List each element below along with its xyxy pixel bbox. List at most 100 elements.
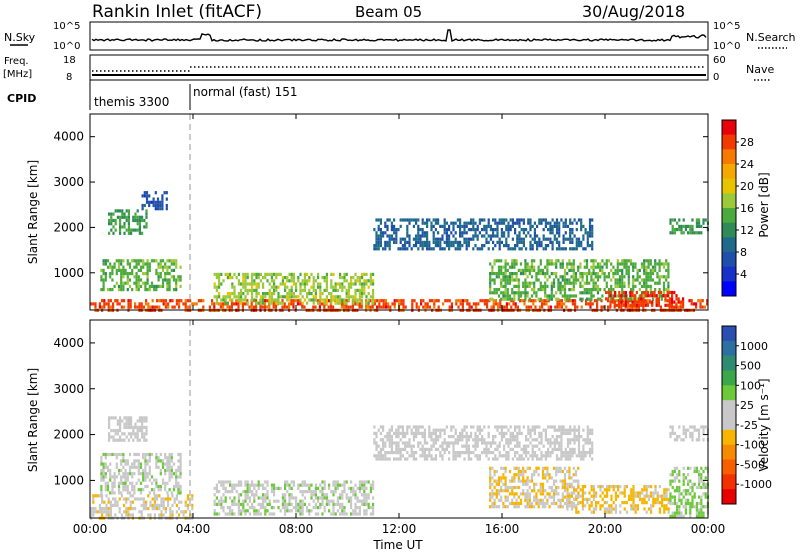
echo-cell — [535, 466, 538, 470]
echo-cell — [463, 237, 466, 241]
echo-cell — [286, 509, 289, 513]
echo-cell — [151, 299, 154, 303]
echo-cell — [237, 305, 240, 309]
echo-cell — [127, 497, 130, 501]
echo-cell — [481, 428, 484, 432]
echo-cell — [244, 480, 247, 484]
echo-cell — [588, 504, 591, 508]
echo-cell — [310, 483, 313, 487]
echo-cell — [566, 494, 569, 498]
echo-cell — [168, 281, 171, 285]
echo-cell — [655, 294, 658, 298]
echo-cell — [339, 282, 342, 286]
echo-cell — [286, 298, 289, 302]
echo-cell — [618, 275, 622, 279]
echo-cell — [636, 268, 639, 272]
echo-cell — [358, 499, 361, 503]
echo-cell — [182, 513, 185, 517]
echo-cell — [109, 265, 112, 269]
echo-cell — [463, 231, 466, 235]
echo-cell — [129, 305, 132, 309]
echo-cell — [599, 507, 602, 511]
echo-cell — [184, 503, 187, 507]
echo-cell — [522, 244, 525, 248]
echo-cell — [115, 452, 118, 457]
echo-cell — [687, 466, 690, 470]
echo-cell — [264, 295, 267, 299]
echo-cell — [597, 501, 600, 505]
echo-cell — [472, 218, 475, 222]
echo-cell — [445, 234, 448, 238]
echo-cell — [605, 290, 608, 295]
echo-cell — [154, 200, 157, 204]
echo-cell — [107, 305, 110, 309]
echo-cell — [579, 281, 582, 285]
echo-cell — [146, 281, 149, 285]
echo-cell — [108, 432, 111, 436]
echo-cell — [689, 228, 692, 232]
echo-cell — [354, 509, 357, 513]
echo-cell — [531, 457, 534, 461]
echo-cell — [141, 215, 144, 219]
echo-cell — [585, 281, 589, 285]
echo-cell — [426, 305, 429, 309]
echo-cell — [588, 221, 592, 225]
echo-cell — [566, 451, 570, 455]
echo-cell — [633, 294, 636, 298]
echo-cell — [166, 481, 169, 485]
echo-cell — [404, 244, 407, 248]
echo-cell — [508, 469, 512, 474]
echo-cell — [402, 305, 405, 309]
echo-cell — [572, 485, 575, 490]
echo-cell — [350, 490, 353, 494]
echo-cell — [535, 291, 538, 295]
echo-cell — [165, 197, 168, 201]
echo-cell — [671, 473, 674, 477]
echo-cell — [605, 259, 608, 263]
echo-cell — [191, 507, 194, 511]
echo-cell — [669, 479, 672, 483]
echo-cell — [553, 438, 556, 442]
echo-cell — [573, 218, 576, 222]
echo-cell — [421, 451, 424, 455]
echo-cell — [497, 489, 501, 493]
echo-cell — [450, 221, 453, 225]
echo-cell — [90, 507, 93, 511]
echo-cell — [658, 494, 661, 498]
echo-cell — [96, 510, 99, 514]
echo-cell — [406, 457, 409, 461]
echo-cell — [682, 489, 685, 493]
echo-cell — [137, 288, 140, 292]
echo-cell — [401, 454, 404, 458]
echo-cell — [334, 288, 337, 292]
echo-cell — [560, 218, 563, 222]
echo-cell — [507, 428, 510, 432]
echo-cell — [244, 295, 247, 299]
echo-cell — [513, 291, 516, 295]
echo-cell — [546, 262, 549, 266]
echo-cell — [575, 438, 578, 442]
echo-cell — [150, 284, 154, 288]
echo-cell — [242, 298, 245, 302]
echo-cell — [644, 290, 647, 295]
echo-cell — [122, 484, 125, 489]
echo-cell — [255, 305, 258, 309]
echo-cell — [131, 513, 134, 517]
echo-cell — [524, 482, 527, 486]
echo-cell — [595, 491, 598, 495]
echo-cell — [259, 295, 262, 299]
echo-cell — [679, 305, 682, 309]
echo-cell — [384, 454, 387, 458]
echo-cell — [647, 262, 650, 266]
echo-cell — [450, 435, 453, 439]
echo-cell — [569, 237, 572, 241]
echo-cell — [426, 441, 429, 445]
echo-cell — [411, 305, 414, 309]
echo-cell — [257, 480, 260, 484]
echo-cell — [308, 502, 311, 506]
echo-cell — [139, 481, 143, 485]
echo-cell — [251, 298, 254, 302]
echo-cell — [177, 275, 180, 279]
echo-cell — [321, 502, 324, 506]
echo-cell — [517, 476, 520, 480]
